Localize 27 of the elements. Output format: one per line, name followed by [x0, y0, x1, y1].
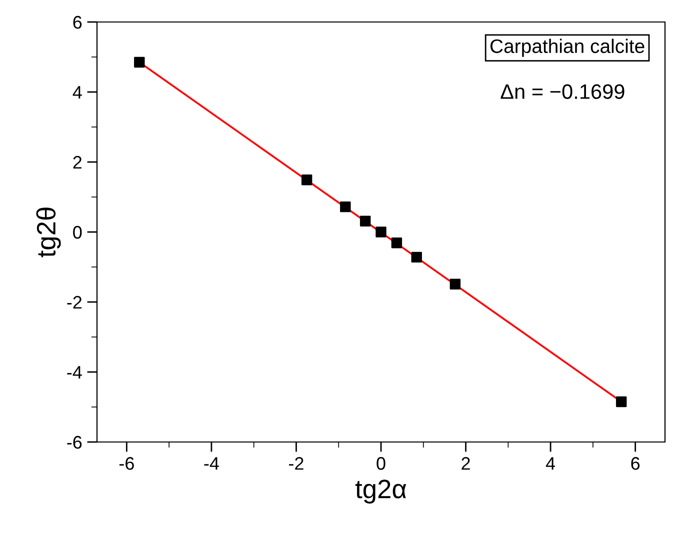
- point: [376, 226, 386, 238]
- point: [360, 216, 371, 227]
- x-tick-label: 2: [462, 457, 470, 470]
- point: [411, 252, 422, 263]
- point: [134, 56, 145, 68]
- y-tick-label: 2: [73, 156, 82, 169]
- point: [391, 237, 402, 248]
- y-tick-label: 0: [73, 226, 82, 239]
- x-axis-title: tg2α: [355, 480, 406, 504]
- y-tick-label: 4: [72, 86, 82, 99]
- y-tick-label: -6: [67, 436, 82, 449]
- x-tick-label: 4: [546, 457, 556, 470]
- point: [616, 396, 627, 408]
- point: [450, 278, 461, 290]
- y-tick-label: 6: [73, 16, 82, 29]
- x-tick-label: -4: [204, 457, 219, 470]
- annotation: Carpathian calcite: [490, 38, 644, 57]
- y-tick-label: -4: [67, 366, 82, 379]
- x-tick-label: 6: [631, 457, 640, 470]
- x-tick-label: -6: [119, 457, 134, 470]
- y-axis-title: tg2θ: [36, 208, 61, 258]
- x-tick-label: -2: [289, 457, 304, 470]
- x-tick-label: 0: [376, 457, 386, 470]
- y-tick-label: -2: [67, 296, 82, 309]
- annotation: Δn = −0.1699: [500, 84, 624, 99]
- point: [340, 201, 351, 212]
- point: [301, 174, 312, 186]
